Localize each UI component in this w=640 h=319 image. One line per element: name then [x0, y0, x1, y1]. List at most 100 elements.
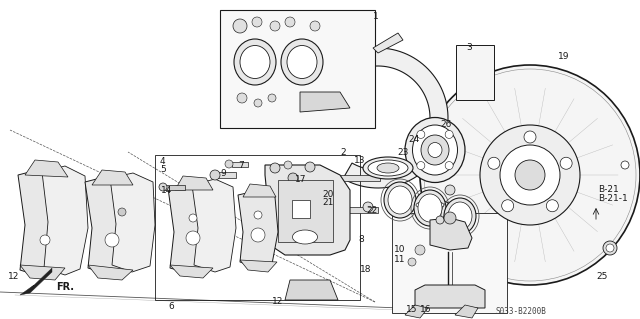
Text: 17: 17 [295, 175, 307, 184]
Circle shape [118, 208, 126, 216]
Ellipse shape [448, 202, 472, 230]
Circle shape [488, 157, 500, 169]
Text: 16: 16 [420, 305, 431, 314]
Ellipse shape [240, 46, 270, 78]
Circle shape [417, 130, 425, 138]
Text: 1: 1 [373, 12, 379, 21]
Circle shape [417, 161, 425, 170]
Circle shape [502, 200, 514, 212]
Text: 19: 19 [558, 52, 570, 61]
Circle shape [268, 94, 276, 102]
Circle shape [237, 93, 247, 103]
Circle shape [500, 145, 560, 205]
Bar [292, 200, 310, 218]
Circle shape [436, 216, 444, 224]
Polygon shape [88, 265, 133, 280]
Circle shape [288, 205, 298, 215]
Circle shape [415, 245, 425, 255]
Circle shape [408, 258, 416, 266]
Circle shape [515, 160, 545, 190]
Circle shape [288, 173, 298, 183]
Polygon shape [25, 160, 68, 177]
Circle shape [270, 163, 280, 173]
Circle shape [420, 65, 640, 285]
Text: B-21: B-21 [598, 185, 619, 194]
Polygon shape [20, 268, 52, 295]
Bar [165, 185, 185, 190]
Circle shape [254, 99, 262, 107]
Ellipse shape [363, 157, 413, 179]
Text: 24: 24 [408, 135, 419, 144]
Circle shape [305, 162, 315, 172]
Text: 13: 13 [354, 156, 365, 165]
Circle shape [560, 157, 572, 169]
Bar [218, 172, 236, 178]
Ellipse shape [287, 46, 317, 78]
Polygon shape [285, 280, 338, 300]
Text: 5: 5 [160, 165, 166, 174]
Polygon shape [110, 173, 155, 272]
Text: 15: 15 [406, 305, 417, 314]
Ellipse shape [414, 190, 446, 226]
Ellipse shape [281, 39, 323, 85]
Circle shape [254, 211, 262, 219]
Circle shape [270, 21, 280, 31]
Circle shape [606, 244, 614, 252]
Ellipse shape [234, 39, 276, 85]
Polygon shape [85, 175, 135, 275]
Ellipse shape [384, 182, 416, 218]
Text: FR.: FR. [56, 282, 74, 292]
Polygon shape [238, 190, 278, 268]
Bar [232, 162, 248, 167]
Circle shape [445, 130, 453, 138]
Polygon shape [170, 265, 213, 278]
Text: 20: 20 [322, 190, 333, 199]
Text: 10: 10 [394, 245, 406, 254]
Text: 21: 21 [322, 198, 333, 207]
Polygon shape [20, 265, 65, 280]
Ellipse shape [413, 125, 458, 175]
Circle shape [159, 183, 167, 191]
Circle shape [233, 19, 247, 33]
Ellipse shape [421, 135, 449, 165]
Ellipse shape [405, 117, 465, 182]
Bar [278, 180, 333, 242]
Text: 14: 14 [161, 186, 172, 195]
Ellipse shape [418, 194, 442, 222]
Text: S033-B2200B: S033-B2200B [495, 307, 546, 316]
Polygon shape [42, 166, 88, 275]
Polygon shape [168, 182, 215, 274]
Text: 8: 8 [358, 235, 364, 244]
Circle shape [363, 202, 373, 212]
Circle shape [285, 17, 295, 27]
Polygon shape [175, 176, 213, 190]
Text: 2: 2 [340, 148, 346, 157]
Text: B-21-1: B-21-1 [598, 194, 628, 203]
Bar [295, 207, 378, 213]
Text: 23: 23 [397, 148, 408, 157]
Ellipse shape [428, 143, 442, 158]
Text: 3: 3 [466, 43, 472, 52]
Polygon shape [455, 305, 478, 318]
Polygon shape [343, 48, 448, 188]
Text: 11: 11 [394, 255, 406, 264]
Ellipse shape [388, 186, 412, 214]
Circle shape [444, 212, 456, 224]
Ellipse shape [416, 201, 444, 209]
Polygon shape [405, 305, 428, 318]
Circle shape [445, 185, 455, 195]
Circle shape [225, 160, 233, 168]
Circle shape [621, 161, 629, 169]
Circle shape [210, 170, 220, 180]
Ellipse shape [292, 230, 317, 244]
Circle shape [480, 125, 580, 225]
Bar [456, 45, 494, 100]
Ellipse shape [411, 199, 449, 211]
Text: 6: 6 [168, 302, 173, 311]
Circle shape [310, 21, 320, 31]
Polygon shape [300, 92, 350, 112]
Polygon shape [265, 165, 350, 255]
Ellipse shape [368, 160, 408, 176]
Circle shape [252, 17, 262, 27]
Circle shape [40, 235, 50, 245]
